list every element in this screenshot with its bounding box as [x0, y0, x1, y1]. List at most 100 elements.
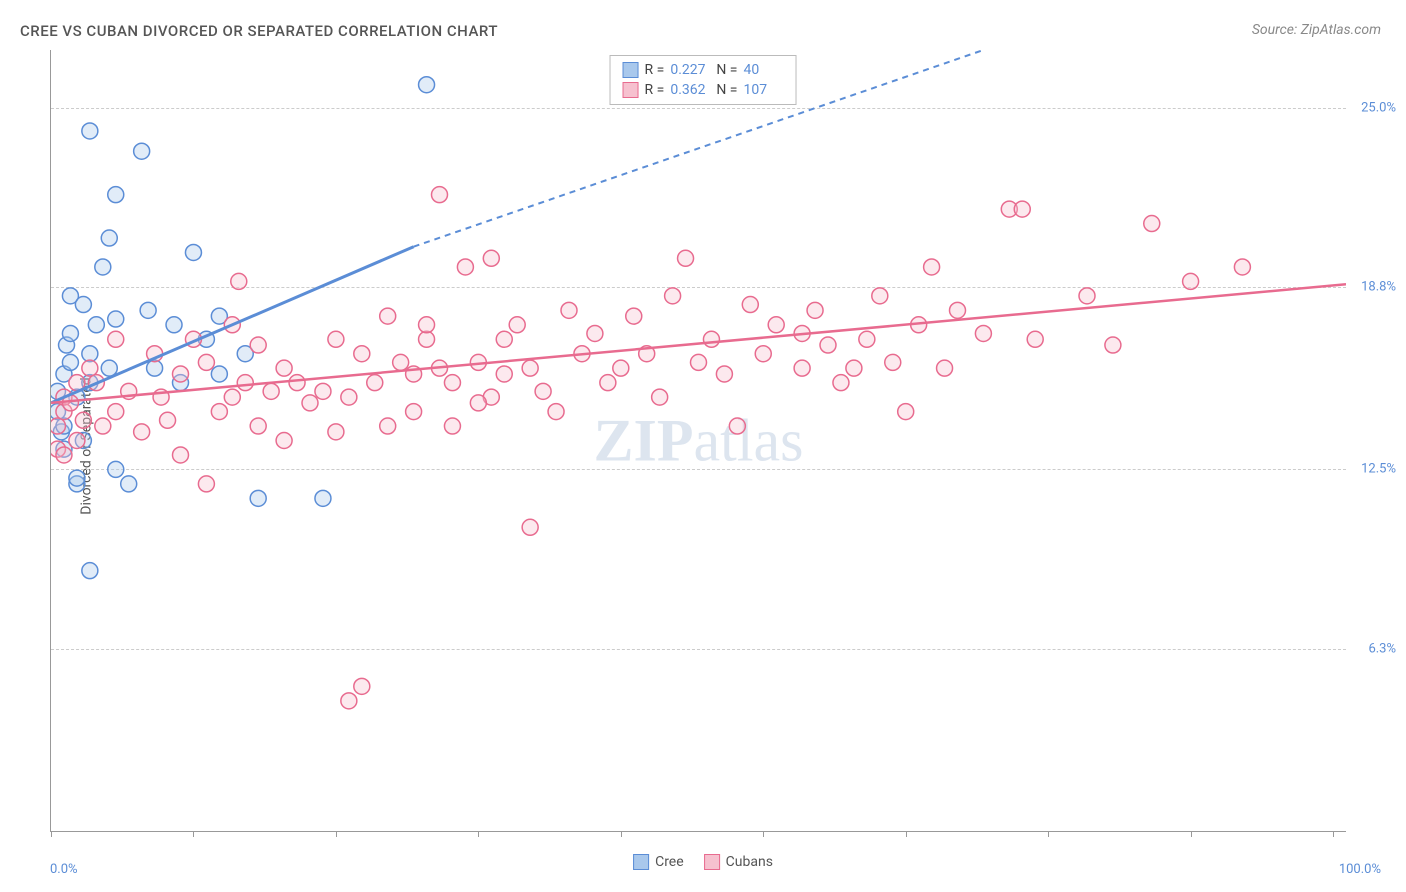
- scatter-point: [185, 244, 201, 260]
- scatter-point: [1183, 273, 1199, 289]
- scatter-point: [419, 331, 435, 347]
- scatter-point: [276, 433, 292, 449]
- scatter-point: [755, 346, 771, 362]
- chart-title: CREE VS CUBAN DIVORCED OR SEPARATED CORR…: [20, 22, 498, 40]
- scatter-point: [716, 366, 732, 382]
- scatter-point: [134, 143, 150, 159]
- scatter-point: [419, 77, 435, 93]
- scatter-point: [95, 418, 111, 434]
- scatter-point: [652, 389, 668, 405]
- scatter-point: [561, 302, 577, 318]
- scatter-point: [937, 360, 953, 376]
- scatter-svg: [51, 50, 1346, 831]
- scatter-point: [470, 395, 486, 411]
- scatter-point: [276, 360, 292, 376]
- legend-stats: R =0.227N =40R = 0.362 N = 107: [610, 55, 797, 105]
- legend-swatch-icon: [623, 62, 639, 78]
- scatter-point: [380, 308, 396, 324]
- scatter-point: [794, 360, 810, 376]
- scatter-point: [1014, 201, 1030, 217]
- x-tick: [1333, 831, 1334, 837]
- scatter-point: [522, 519, 538, 535]
- scatter-point: [51, 418, 65, 434]
- scatter-point: [807, 302, 823, 318]
- scatter-point: [231, 273, 247, 289]
- scatter-point: [82, 360, 98, 376]
- x-tick: [336, 831, 337, 837]
- legend-stats-row: R =0.227N =40: [623, 60, 784, 80]
- scatter-point: [160, 412, 176, 428]
- r-label: R =: [645, 62, 665, 78]
- legend-swatch-icon: [623, 82, 639, 98]
- scatter-point: [75, 297, 91, 313]
- scatter-point: [75, 412, 91, 428]
- scatter-point: [587, 325, 603, 341]
- x-tick: [51, 831, 52, 837]
- scatter-point: [1079, 288, 1095, 304]
- n-label: N =: [716, 62, 737, 78]
- scatter-point: [173, 366, 189, 382]
- scatter-point: [108, 404, 124, 420]
- scatter-point: [147, 360, 163, 376]
- scatter-point: [872, 288, 888, 304]
- source-label: Source: ZipAtlas.com: [1252, 22, 1381, 38]
- scatter-point: [166, 317, 182, 333]
- scatter-point: [768, 317, 784, 333]
- x-axis-max-label: 100.0%: [1339, 862, 1381, 877]
- scatter-point: [548, 404, 564, 420]
- scatter-point: [250, 337, 266, 353]
- x-tick: [1048, 831, 1049, 837]
- y-tick-label: 25.0%: [1361, 100, 1396, 115]
- scatter-point: [703, 331, 719, 347]
- n-value: 107: [743, 82, 783, 98]
- r-value: 0.362: [670, 82, 710, 98]
- scatter-point: [82, 346, 98, 362]
- regression-line: [51, 284, 1346, 403]
- scatter-point: [198, 476, 214, 492]
- scatter-point: [237, 375, 253, 391]
- scatter-point: [393, 354, 409, 370]
- scatter-point: [924, 259, 940, 275]
- x-tick: [763, 831, 764, 837]
- scatter-point: [509, 317, 525, 333]
- x-tick: [1191, 831, 1192, 837]
- scatter-point: [108, 187, 124, 203]
- x-tick: [621, 831, 622, 837]
- scatter-point: [820, 337, 836, 353]
- scatter-point: [898, 404, 914, 420]
- scatter-point: [742, 297, 758, 313]
- scatter-point: [82, 123, 98, 139]
- scatter-point: [950, 302, 966, 318]
- scatter-point: [69, 470, 85, 486]
- scatter-point: [354, 346, 370, 362]
- scatter-point: [328, 331, 344, 347]
- scatter-point: [263, 383, 279, 399]
- scatter-point: [975, 325, 991, 341]
- scatter-point: [380, 418, 396, 434]
- scatter-point: [419, 317, 435, 333]
- scatter-point: [88, 317, 104, 333]
- scatter-point: [341, 693, 357, 709]
- y-tick-label: 6.3%: [1368, 641, 1396, 656]
- y-tick-label: 18.8%: [1361, 280, 1396, 295]
- scatter-point: [289, 375, 305, 391]
- scatter-point: [444, 375, 460, 391]
- scatter-point: [95, 259, 111, 275]
- scatter-point: [108, 311, 124, 327]
- scatter-point: [108, 461, 124, 477]
- scatter-point: [678, 250, 694, 266]
- scatter-point: [354, 678, 370, 694]
- scatter-point: [1105, 337, 1121, 353]
- scatter-point: [691, 354, 707, 370]
- scatter-point: [101, 230, 117, 246]
- scatter-point: [522, 360, 538, 376]
- legend-series-item: Cubans: [704, 854, 773, 870]
- legend-series-item: Cree: [633, 854, 684, 870]
- scatter-point: [302, 395, 318, 411]
- scatter-point: [341, 389, 357, 405]
- scatter-point: [328, 424, 344, 440]
- scatter-point: [121, 476, 137, 492]
- scatter-point: [833, 375, 849, 391]
- scatter-point: [483, 250, 499, 266]
- scatter-point: [140, 302, 156, 318]
